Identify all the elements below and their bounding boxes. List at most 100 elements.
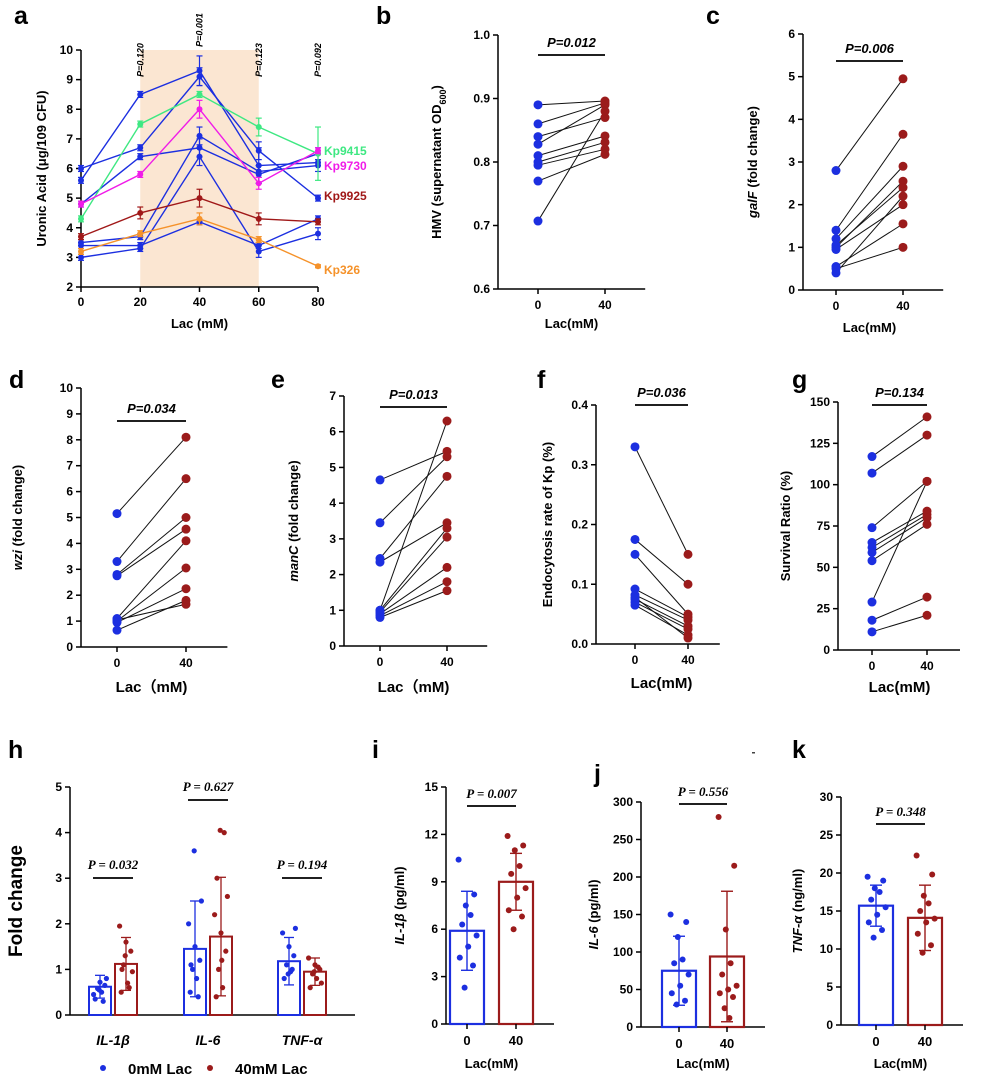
panel-j-y-tick-label: 50 — [620, 983, 634, 997]
data-point — [733, 982, 740, 989]
point-0mM — [630, 534, 640, 544]
panel-a-y-tick-label: 2 — [66, 280, 73, 294]
panel-e-y-tick-label: 3 — [329, 532, 336, 546]
data-point — [91, 991, 97, 998]
point-0mM — [867, 615, 877, 625]
pair-line — [537, 104, 606, 145]
data-point — [137, 153, 144, 160]
point-40mM — [181, 584, 191, 594]
pair-line — [835, 223, 904, 267]
panel-label-c: c — [706, 2, 720, 30]
point-0mM — [375, 518, 385, 528]
panel-h-y-tick-label: 1 — [55, 962, 62, 976]
data-point — [285, 971, 291, 977]
pair-line — [871, 434, 928, 474]
data-point — [931, 915, 938, 922]
point-40mM — [442, 523, 452, 533]
category-label: IL-1β — [96, 1032, 130, 1048]
panel-a-x-tick-label: 0 — [78, 295, 85, 309]
point-0mM — [867, 556, 877, 566]
pair-line — [379, 567, 448, 615]
data-point — [224, 893, 230, 900]
point-40mM — [922, 476, 932, 486]
point-40mM — [898, 200, 908, 210]
data-point — [196, 195, 203, 202]
point-40mM — [181, 513, 191, 522]
series-label-kp326: Kp326 — [324, 263, 360, 277]
data-point — [137, 91, 144, 98]
panel-a-y-label: Uronic Acid (μg/109 CFU) — [34, 90, 49, 246]
legend-label-40mM: 40mM Lac — [235, 1061, 308, 1078]
data-point — [674, 934, 681, 940]
data-point — [519, 913, 525, 920]
data-point — [255, 180, 262, 187]
data-point — [865, 919, 872, 926]
data-point — [196, 73, 203, 80]
data-point — [461, 984, 468, 991]
panel-b-y-label: HMV (supernatant OD600) — [429, 85, 448, 239]
pair-line — [116, 517, 187, 575]
data-point — [195, 994, 201, 1000]
point-0mM — [867, 468, 877, 478]
data-point — [221, 830, 227, 836]
panel-k-y-tick-label: 10 — [820, 942, 834, 956]
data-point — [122, 953, 128, 959]
panel-c-y-label-part: galF — [745, 190, 760, 219]
point-0mM — [533, 216, 543, 226]
panel-a-y-tick-label: 3 — [66, 250, 73, 264]
panel-e-y-label: manC (fold change) — [286, 460, 301, 581]
highlight-region — [140, 50, 259, 287]
data-point — [190, 966, 196, 973]
pair-line — [379, 522, 448, 563]
panel-j-y-tick-label: 100 — [613, 945, 633, 959]
point-0mM — [112, 557, 122, 567]
panel-k-y-label-part: TNF-α — [790, 915, 805, 954]
data-point — [876, 889, 883, 895]
data-point — [255, 147, 262, 154]
p-value: P = 0.556 — [678, 784, 729, 799]
panel-e-y-tick-label: 6 — [329, 425, 336, 439]
data-point — [197, 957, 203, 963]
data-point — [125, 980, 131, 986]
data-point — [281, 975, 287, 982]
panel-j-x-tick-label: 40 — [720, 1036, 734, 1051]
panel-j-y-label: IL-6 (pg/ml) — [586, 879, 601, 949]
panel-b-x-tick-label: 0 — [535, 298, 542, 312]
pair-line — [379, 420, 448, 611]
data-point — [188, 962, 194, 968]
panel-label-a: a — [14, 2, 29, 30]
panel-i-x-tick-label: 40 — [509, 1033, 523, 1048]
data-point — [514, 894, 521, 901]
panel-k-y-tick-label: 30 — [820, 790, 834, 804]
data-point — [121, 962, 127, 968]
point-40mM — [922, 592, 932, 602]
point-40mM — [898, 129, 908, 139]
panel-j-y-tick-label: 150 — [613, 908, 633, 922]
panel-b-y-tick-label: 0.7 — [473, 219, 490, 233]
data-point — [223, 948, 229, 954]
pair-line — [634, 601, 689, 630]
panel-h-y-tick-label: 2 — [55, 917, 62, 931]
point-40mM — [442, 562, 452, 572]
panel-i-y-label-part: (pg/ml) — [392, 866, 407, 913]
panel-j: j 0 50 100 150 200 250 300 IL-6 (pg/ml) 0 40 Lac(mM… — [586, 760, 765, 1071]
data-point — [286, 944, 292, 950]
data-point — [683, 919, 690, 925]
pair-line — [537, 102, 606, 125]
data-point — [726, 1015, 733, 1021]
point-0mM — [867, 523, 877, 533]
point-0mM — [112, 625, 122, 635]
data-point — [919, 949, 926, 956]
panel-a-y-tick-label: 5 — [66, 191, 73, 205]
panel-k-x-tick-label: 40 — [918, 1034, 932, 1049]
point-0mM — [867, 452, 877, 462]
panel-d-y-tick-label: 0 — [66, 640, 73, 654]
pair-line — [835, 165, 904, 240]
panel-e-x-label: Lac（mM) — [378, 678, 450, 696]
point-40mM — [922, 519, 932, 529]
data-point — [196, 132, 203, 139]
panel-i-y-tick-label: 12 — [425, 827, 439, 841]
data-point — [191, 848, 197, 854]
panel-e: e 0 1 2 3 4 5 6 7 0 40 Lac（mM) manC (fold change) P=0… — [271, 366, 488, 696]
